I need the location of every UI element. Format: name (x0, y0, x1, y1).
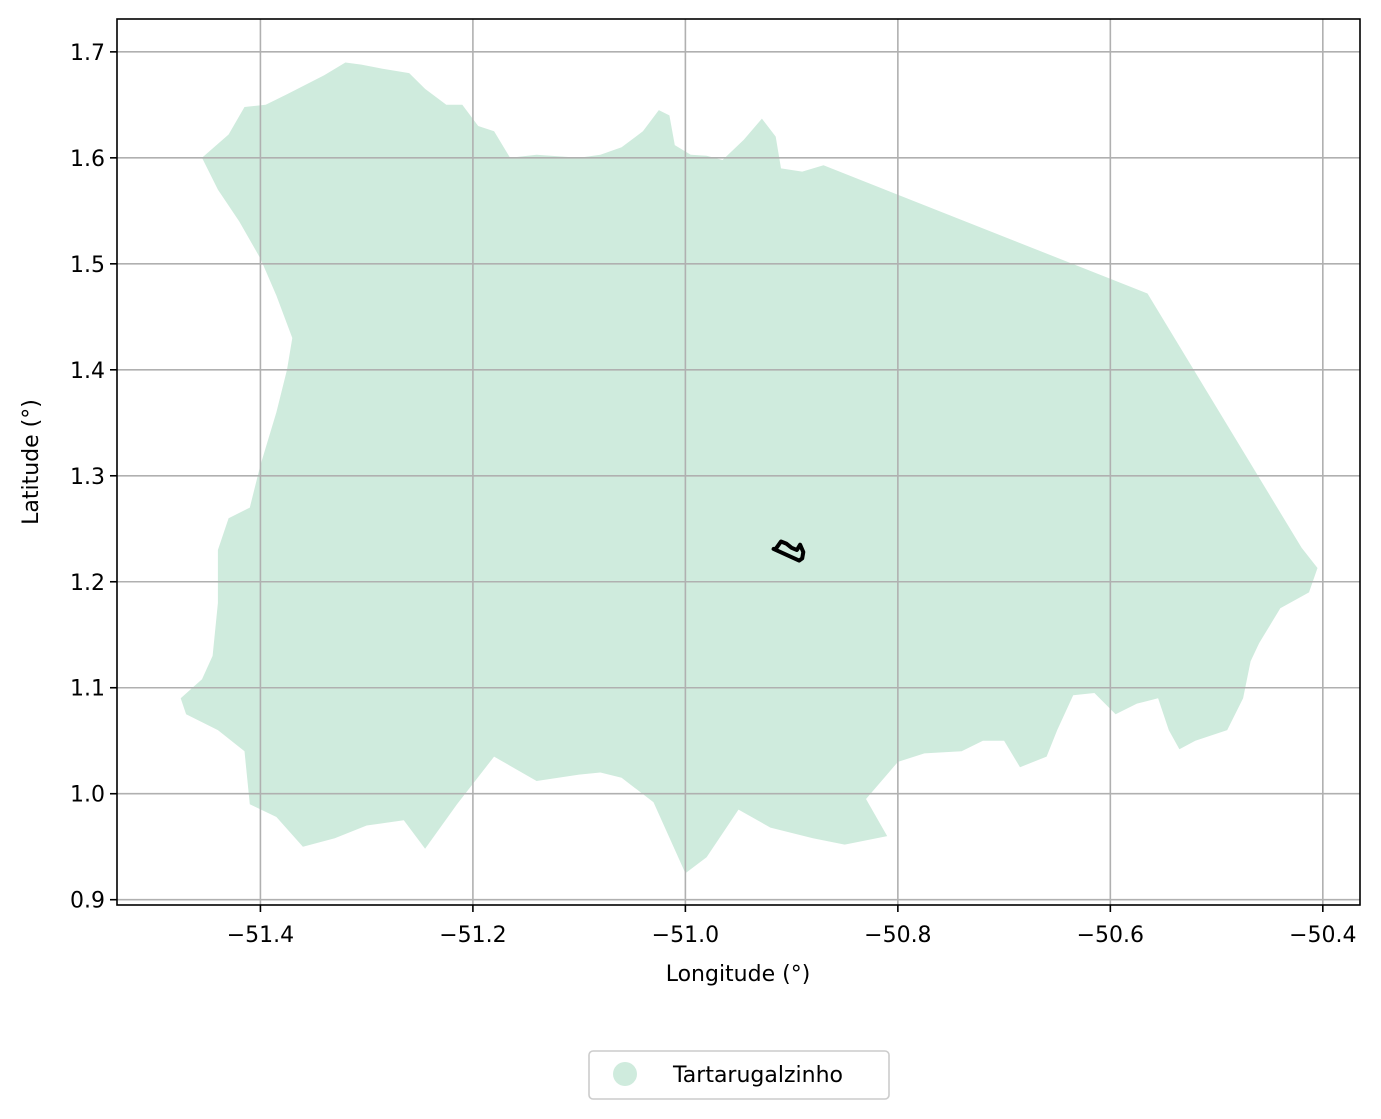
y-tick-label: 0.9 (70, 889, 105, 914)
x-axis-label: Longitude (°) (666, 962, 811, 987)
outlines-layer (771, 539, 806, 563)
legend-box (588, 1050, 890, 1100)
region-tartarugalzinho (180, 62, 1318, 874)
x-tick-label: −51.4 (227, 923, 294, 948)
legend-label-tartarugalzinho: Tartarugalzinho (672, 1063, 843, 1088)
x-tick-label: −51.0 (652, 923, 719, 948)
outline-tartarugalzinho (771, 539, 806, 563)
legend-marker (613, 1062, 637, 1086)
ticks-layer: −51.4 −51.2 −51.0 −50.8 −50.6 −50.4 0.9 1.0 1.1 1… (70, 41, 1357, 948)
x-tick-label: −50.8 (864, 923, 931, 948)
y-tick-label: 1.1 (70, 677, 105, 702)
plot-area (116, 18, 1361, 906)
y-tick-label: 1.6 (70, 147, 105, 172)
y-tick-label: 1.7 (70, 41, 105, 66)
x-tick-label: −50.4 (1289, 923, 1356, 948)
grid-layer (117, 19, 1360, 905)
y-tick-label: 1.4 (70, 359, 105, 384)
y-tick-label: 1.5 (70, 253, 105, 278)
y-tick-label: 1.3 (70, 465, 105, 490)
y-tick-label: 1.2 (70, 571, 105, 596)
regions-layer (180, 62, 1318, 874)
axes-frame (116, 18, 1361, 906)
legend: Tartarugalzinho (588, 1050, 890, 1100)
x-tick-label: −50.6 (1077, 923, 1144, 948)
y-tick-label: 1.0 (70, 783, 105, 808)
y-axis-label: Latitude (°) (19, 399, 44, 525)
x-tick-label: −51.2 (439, 923, 506, 948)
